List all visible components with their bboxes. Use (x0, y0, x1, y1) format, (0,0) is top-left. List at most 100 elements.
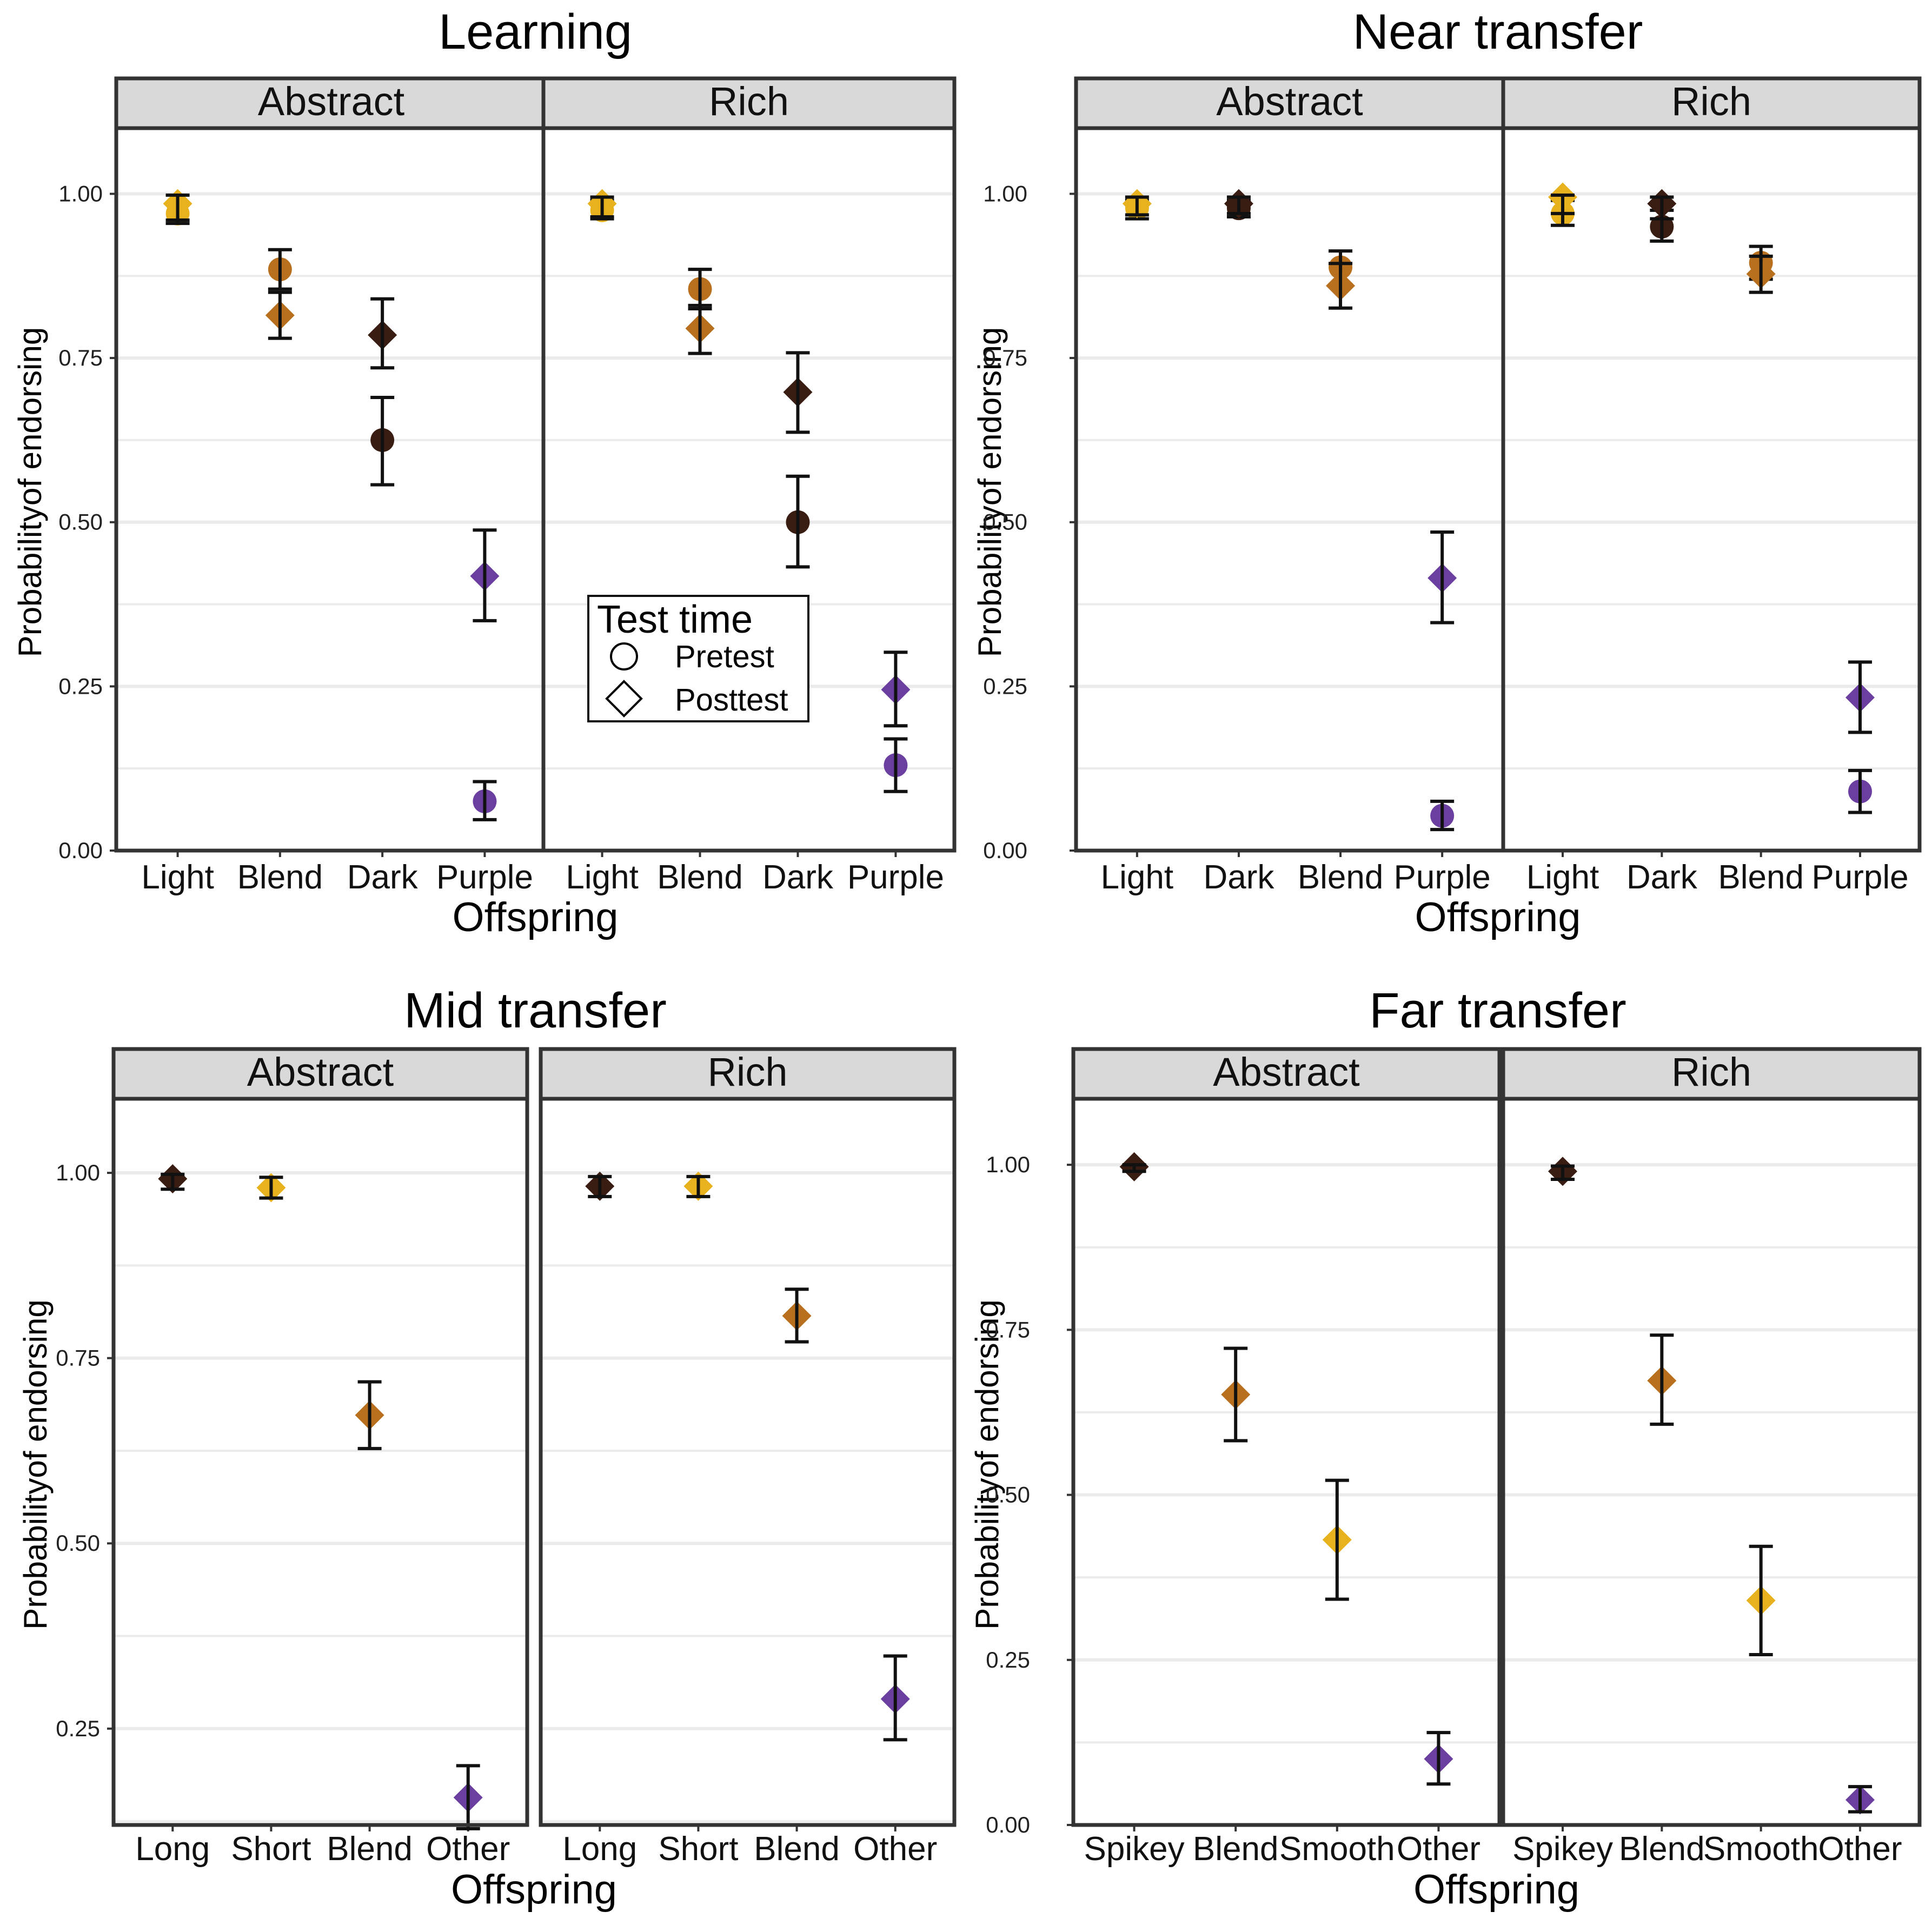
panel-title: Near transfer (1353, 4, 1643, 59)
y-tick-label: 0.25 (58, 673, 103, 699)
facet-rich: Rich Light Blend Dark Purple (541, 76, 957, 896)
y-tick-label: 0.50 (986, 1482, 1030, 1508)
facet-strip-label: Rich (707, 1050, 787, 1094)
x-tick-label: Purple (436, 859, 533, 896)
y-tick-label: 0.75 (983, 345, 1027, 370)
panel-near-transfer: Near transfer Probabilityof endorsing 0.00… (972, 4, 1922, 940)
plot-frame (541, 126, 957, 853)
x-tick-label: Dark (1626, 859, 1698, 896)
panel-title: Mid transfer (404, 983, 667, 1038)
y-tick-label: 0.50 (983, 509, 1027, 535)
plot-area (1503, 1099, 1920, 1825)
panel-mid-transfer: Mid transfer Probabilityof endorsing 0.25 0… (17, 983, 957, 1913)
facet-strip-label: Rich (1671, 79, 1751, 124)
facet-strip-label: Rich (709, 79, 789, 124)
plot-area (114, 1099, 527, 1825)
panel-far-transfer: Far transfer Probabilityof endorsing 0.00 0… (969, 983, 1922, 1913)
plot-area (1503, 128, 1920, 851)
facet-strip (114, 76, 548, 130)
plot-area (1073, 1099, 1499, 1825)
y-tick-label: 1.00 (56, 1160, 100, 1185)
y-axis-label: Probabilityof endorsing (12, 327, 48, 657)
y-tick-label: 1.00 (58, 181, 103, 206)
legend-posttest-label: Posttest (675, 682, 788, 718)
x-tick-label: Spikey (1084, 1830, 1185, 1868)
x-tick-label: Blend (657, 859, 743, 896)
y-tick-label: 0.00 (58, 838, 103, 863)
y-tick-label: 0.00 (983, 838, 1027, 863)
facet-rich: Rich Long Short Blend Other (539, 1047, 957, 1868)
x-tick-label: Light (1526, 859, 1599, 896)
x-axis-label: Offspring (1415, 894, 1581, 940)
plot-frame (111, 1097, 529, 1827)
facet-strip-label: Rich (1671, 1050, 1751, 1094)
x-tick-label: Dark (762, 859, 834, 896)
panel-title: Learning (439, 4, 632, 59)
y-tick-label: 0.25 (986, 1647, 1030, 1672)
y-tick-label: 1.00 (986, 1152, 1030, 1177)
y-tick-label: 0.75 (56, 1345, 100, 1371)
x-tick-label: Other (853, 1830, 937, 1868)
x-tick-label: Purple (847, 859, 944, 896)
x-tick-label: Spikey (1512, 1830, 1613, 1868)
x-tick-label: Smooth (1703, 1830, 1819, 1868)
y-tick-label: 0.75 (986, 1317, 1030, 1342)
facet-rich: Rich Light Dark Blend Purple (1501, 76, 1922, 896)
y-tick-label: 0.25 (56, 1716, 100, 1741)
panel-title: Far transfer (1369, 983, 1626, 1038)
facet-abstract: Abstract Light Blend Dark Purple (114, 76, 548, 896)
x-axis-label: Offspring (1413, 1867, 1579, 1913)
x-tick-label: Dark (1203, 859, 1274, 896)
plot-area (1076, 128, 1503, 851)
x-tick-label: Blend (1298, 859, 1384, 896)
facet-strip-label: Abstract (1213, 1050, 1360, 1094)
plot-frame (1501, 1097, 1922, 1827)
x-tick-label: Purple (1811, 859, 1908, 896)
x-tick-label: Smooth (1279, 1830, 1395, 1868)
facet-strip-label: Abstract (1216, 79, 1363, 124)
legend-title: Test time (597, 598, 753, 641)
x-tick-label: Dark (347, 859, 419, 896)
x-tick-label: Blend (754, 1830, 840, 1868)
y-tick-label: 0.75 (58, 345, 103, 370)
x-tick-label: Light (1101, 859, 1173, 896)
facet-strip (1501, 1047, 1922, 1101)
facet-strip-label: Abstract (247, 1050, 394, 1094)
x-tick-label: Blend (1619, 1830, 1705, 1868)
legend-pretest-symbol (610, 642, 638, 671)
x-tick-label: Blend (327, 1830, 413, 1868)
legend-posttest-symbol (605, 680, 643, 718)
x-tick-label: Light (566, 859, 638, 896)
facet-strip (1501, 76, 1922, 130)
plot-frame (1071, 1097, 1502, 1827)
facet-strip-label: Abstract (258, 79, 405, 124)
x-tick-label: Blend (237, 859, 323, 896)
plot-area (541, 1099, 954, 1825)
facet-abstract: Abstract Light Dark Blend Purple (1074, 76, 1505, 896)
y-axis-label: Probabilityof endorsing (969, 1299, 1005, 1629)
y-axis-label: Probabilityof endorsing (972, 327, 1008, 657)
x-tick-label: Blend (1718, 859, 1804, 896)
x-tick-label: Purple (1394, 859, 1491, 896)
x-tick-label: Short (658, 1830, 738, 1868)
plot-area (116, 128, 546, 851)
legend-pretest-label: Pretest (675, 639, 774, 674)
facet-strip (1071, 1047, 1502, 1101)
facet-strip (1074, 76, 1505, 130)
x-tick-label: Other (1397, 1830, 1480, 1868)
y-tick-label: 0.50 (58, 509, 103, 535)
x-tick-label: Other (426, 1830, 510, 1868)
x-tick-label: Light (141, 859, 214, 896)
y-tick-label: 0.50 (56, 1530, 100, 1556)
x-axis-label: Offspring (451, 1867, 617, 1913)
x-axis-label: Offspring (453, 894, 619, 940)
y-tick-label: 0.00 (986, 1812, 1030, 1837)
x-tick-label: Other (1818, 1830, 1902, 1868)
plot-frame (539, 1097, 957, 1827)
panel-learning: Learning Probabilityof endorsing 0.00 0.25 0… (12, 4, 957, 940)
x-tick-label: Long (562, 1830, 637, 1868)
y-tick-label: 1.00 (983, 181, 1027, 206)
